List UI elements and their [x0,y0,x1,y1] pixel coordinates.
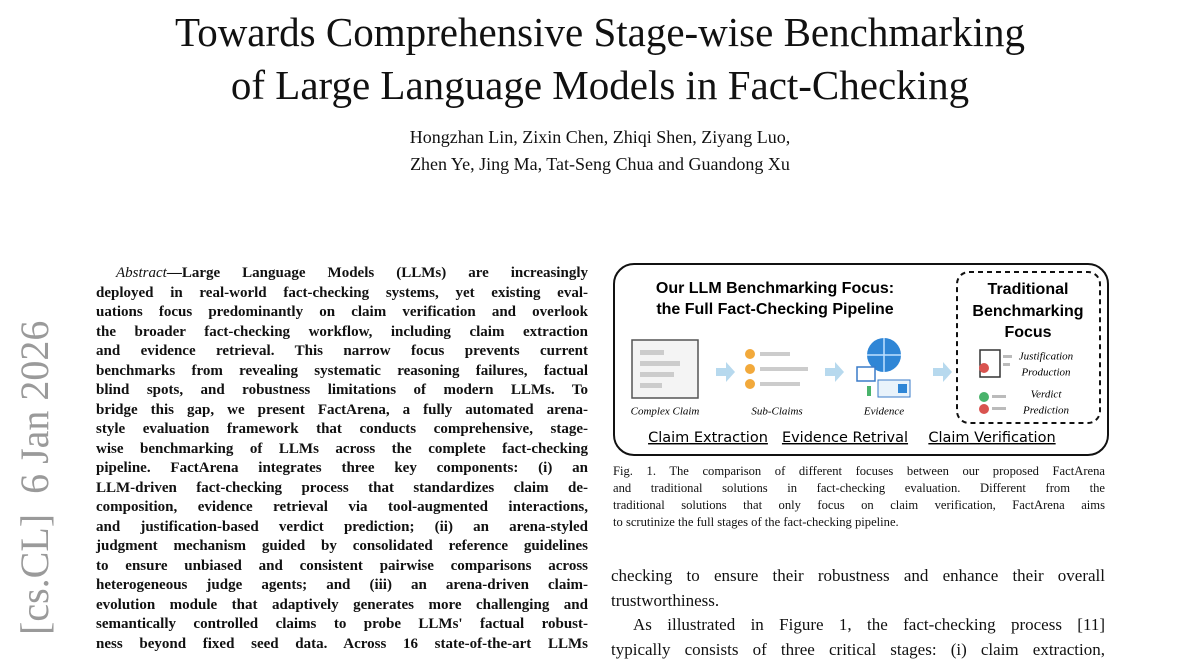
abstract-line: uations focus predominantly on claim ver… [96,304,588,320]
evidence-icon [856,338,911,398]
traditional-item: Production [1020,367,1071,379]
caption-line: Fig. 1. The comparison of different focu… [613,464,1105,478]
stage-label: Claim Extraction [648,430,768,446]
abstract-line: and evidence retrieval. This narrow focu… [96,343,588,359]
body-line: As illustrated in Figure 1, the fact-che… [633,615,1105,634]
title-line: Towards Comprehensive Stage-wise Benchma… [175,9,1025,55]
abstract-line: deployed in real-world fact-checking sys… [96,284,588,301]
icon-label: Sub-Claims [751,406,802,418]
title-line: of Large Language Models in Fact-Checkin… [230,62,970,108]
traditional-icons [979,349,1012,414]
traditional-title: Traditional [988,281,1069,298]
stage-label: Evidence Retrival [782,430,908,446]
abstract-line: composition, evidence retrieval via tool… [96,499,588,515]
abstract-line: LLM-driven fact-checking process that st… [96,479,588,496]
abstract-line: Abstract—Large Language Models (LLMs) ar… [96,264,588,284]
body-line: typically consists of three critical sta… [611,639,1105,659]
traditional-title: Focus [1004,324,1051,341]
subclaims-icon [745,349,808,389]
icon-label: Complex Claim [631,406,700,418]
figure-title: the Full Fact-Checking Pipeline [656,301,893,318]
abstract-line: evolution module that adaptively generat… [96,596,588,613]
caption-line: traditional solutions that only focus on… [613,498,1105,512]
abstract-line: bridge this gap, we present FactArena, a… [96,401,588,418]
abstract-line: heterogeneous judge agents; and (iii) an… [96,577,588,593]
figure: Our LLM Benchmarking Focus: the Full Fac… [613,263,1109,456]
body-line: checking to ensure their robustness and … [611,566,1105,585]
caption-line: to scrutinize the full stages of the fac… [613,515,899,529]
page: Towards Comprehensive Stage-wise Benchma… [12,9,1109,659]
abstract-label: Abstract [116,265,167,281]
abstract-line: pipeline. FactArena integrates three key… [96,460,588,476]
body-line: trustworthiness. [611,590,720,610]
abstract-line: and justification-based verdict predicti… [96,518,588,535]
icon-label: Evidence [863,406,904,418]
caption-line: and traditional solutions in fact-checki… [613,481,1105,495]
abstract-line: blind spots, and robustness limitations … [96,382,588,398]
traditional-item: Justification [1019,351,1074,363]
arrows [716,362,952,382]
traditional-frame [956,271,1101,424]
abstract-line: wise benchmarking of LLMs across the com… [96,440,588,457]
abstract-line: style evaluation framework that conducts… [96,421,588,437]
claim-icon [631,339,699,399]
author-line: Zhen Ye, Jing Ma, Tat-Seng Chua and Guan… [410,154,790,174]
figure-title: Our LLM Benchmarking Focus: [656,280,894,297]
abstract-line: the broader fact-checking workflow, incl… [96,323,588,340]
traditional-item: Verdict [1031,389,1063,401]
author-line: Hongzhan Lin, Zixin Chen, Zhiqi Shen, Zi… [409,127,791,147]
traditional-item: Prediction [1022,405,1070,417]
abstract-line: semantically controlled claims to probe … [96,616,588,632]
abstract-text: —Large Language Models (LLMs) are increa… [166,265,588,281]
abstract-line: judgment mechanism guided by consolidate… [96,538,588,554]
traditional-title: Benchmarking [972,303,1083,320]
abstract-line: to ensure unbiased and consistent pairwi… [96,557,588,574]
stage-label: Claim Verification [928,430,1055,446]
abstract-line: benchmarks from revealing systematic rea… [96,362,588,379]
